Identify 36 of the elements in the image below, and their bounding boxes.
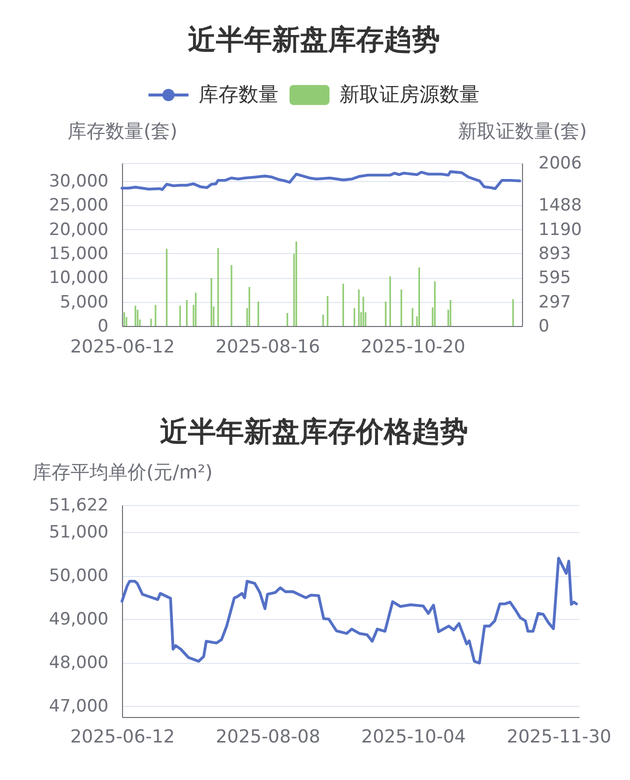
y-tick-label: 47,000 <box>49 696 108 717</box>
y2-tick-label: 297 <box>538 292 571 312</box>
x-tick-label: 2025-08-08 <box>216 726 320 748</box>
y-tick-label: 51,622 <box>49 496 108 516</box>
x-tick-label: 2025-06-12 <box>70 336 175 358</box>
line-series <box>120 170 522 191</box>
chart-title: 近半年新盘库存价格趋势 <box>160 415 468 448</box>
y-tick-label: 0 <box>98 316 108 336</box>
y-tick-label: 48,000 <box>49 653 108 674</box>
chart-title: 近半年新盘库存趋势 <box>188 23 440 56</box>
y-tick-label: 25,000 <box>49 196 108 216</box>
y-tick-label: 51,000 <box>49 522 108 543</box>
legend-label: 新取证房源数量 <box>340 82 480 106</box>
x-tick-label: 2025-06-12 <box>70 726 175 748</box>
x-tick-label: 2025-10-04 <box>361 726 466 748</box>
y-tick-label: 15,000 <box>49 244 108 264</box>
y-tick-label: 49,000 <box>49 610 108 630</box>
y-tick-label: 10,000 <box>49 268 108 288</box>
y2-tick-label: 1488 <box>538 196 582 216</box>
y-axis-title: 库存平均单价(元/m²) <box>32 462 213 484</box>
y-tick-label: 5,000 <box>60 292 108 312</box>
y2-tick-label: 2006 <box>538 154 582 174</box>
x-tick-label: 2025-10-20 <box>360 336 466 358</box>
y2-tick-label: 595 <box>538 268 571 288</box>
y-tick-label: 20,000 <box>49 220 108 240</box>
legend-label: 库存数量 <box>198 82 278 106</box>
y-tick-label: 30,000 <box>49 171 108 192</box>
x-tick-label: 2025-11-30 <box>506 726 612 748</box>
line-series <box>120 556 578 664</box>
y2-tick-label: 1190 <box>538 220 582 240</box>
y2-axis-title: 新取证数量(套) <box>458 120 587 142</box>
y-axis-title: 库存数量(套) <box>68 120 178 142</box>
y2-tick-label: 0 <box>538 316 550 336</box>
y-tick-label: 50,000 <box>49 566 108 586</box>
x-tick-label: 2025-08-16 <box>215 336 320 358</box>
y2-tick-label: 893 <box>538 244 571 264</box>
